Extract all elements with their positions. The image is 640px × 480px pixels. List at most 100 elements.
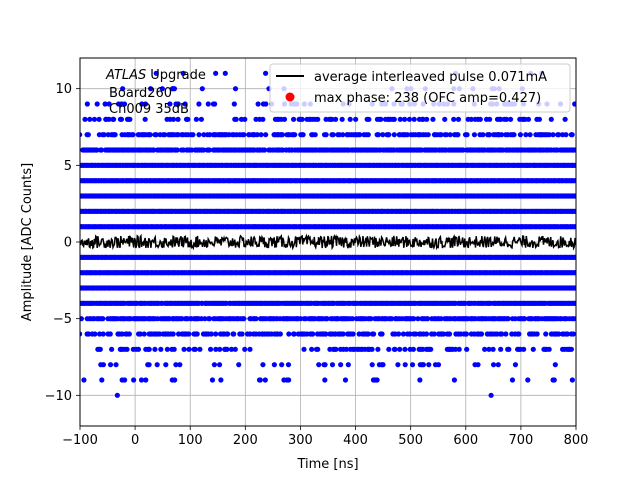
sample-point bbox=[242, 346, 248, 352]
sample-point bbox=[162, 132, 168, 138]
sample-point bbox=[118, 116, 125, 122]
sample-point bbox=[285, 362, 292, 368]
sample-point bbox=[569, 132, 575, 138]
sample-point bbox=[171, 346, 177, 352]
sample-point bbox=[279, 362, 285, 368]
sample-point bbox=[498, 116, 504, 122]
sample-point bbox=[380, 362, 386, 368]
sample-point bbox=[477, 116, 483, 122]
sample-point bbox=[186, 346, 192, 352]
sample-point bbox=[197, 346, 203, 352]
sample-point bbox=[333, 346, 339, 352]
sample-point bbox=[113, 362, 119, 368]
sample-point bbox=[158, 346, 164, 352]
sample-point bbox=[159, 86, 165, 92]
sample-point bbox=[106, 116, 112, 122]
sample-point bbox=[192, 346, 198, 352]
sample-point bbox=[205, 101, 211, 107]
sample-point bbox=[231, 101, 237, 107]
sample-point bbox=[236, 362, 242, 368]
sample-point bbox=[562, 116, 568, 122]
sample-point bbox=[572, 101, 576, 107]
sample-point bbox=[357, 132, 363, 138]
sample-point bbox=[371, 331, 377, 337]
sample-point bbox=[201, 132, 207, 138]
sample-point bbox=[516, 331, 522, 337]
sample-point bbox=[487, 116, 493, 122]
sample-point bbox=[499, 132, 505, 138]
sample-point bbox=[556, 132, 562, 138]
sample-point bbox=[428, 346, 434, 352]
sample-point bbox=[365, 132, 371, 138]
sample-point bbox=[395, 362, 401, 368]
sample-point bbox=[534, 331, 540, 337]
sample-point bbox=[486, 132, 493, 138]
sample-point bbox=[87, 116, 93, 122]
sample-point bbox=[498, 346, 504, 352]
sample-point bbox=[455, 116, 462, 122]
sample-point bbox=[310, 331, 316, 337]
sample-point bbox=[97, 346, 103, 352]
sample-point bbox=[82, 116, 88, 122]
sample-point bbox=[460, 147, 466, 153]
sample-point bbox=[426, 362, 432, 368]
sample-point bbox=[530, 346, 536, 352]
sample-point bbox=[85, 132, 91, 138]
sample-point bbox=[392, 346, 398, 352]
sample-point bbox=[423, 331, 430, 337]
sample-point bbox=[506, 346, 512, 352]
sample-point bbox=[517, 132, 524, 138]
sample-point bbox=[96, 116, 102, 122]
sample-point bbox=[253, 316, 259, 322]
sample-point bbox=[391, 116, 397, 122]
sample-point bbox=[193, 116, 200, 122]
sample-point bbox=[153, 70, 159, 76]
sample-point bbox=[147, 132, 153, 138]
sample-point bbox=[163, 362, 169, 368]
sample-point bbox=[281, 116, 288, 122]
sample-point bbox=[217, 346, 223, 352]
sample-point bbox=[279, 132, 285, 138]
sample-point bbox=[84, 101, 90, 107]
sample-point bbox=[164, 346, 170, 352]
sample-point bbox=[175, 116, 181, 122]
sample-point bbox=[402, 346, 408, 352]
sample-point bbox=[464, 132, 470, 138]
sample-point bbox=[478, 331, 485, 337]
sample-point bbox=[443, 132, 450, 138]
sample-point bbox=[121, 101, 128, 107]
sample-point bbox=[425, 132, 431, 138]
sample-point bbox=[94, 147, 100, 153]
sample-point bbox=[92, 331, 98, 337]
sample-point bbox=[410, 346, 416, 352]
sample-point bbox=[456, 346, 462, 352]
sample-point bbox=[329, 116, 335, 122]
sample-point bbox=[463, 331, 469, 337]
sample-point bbox=[386, 132, 392, 138]
sample-point bbox=[206, 147, 212, 153]
sample-point bbox=[127, 116, 133, 122]
sample-point bbox=[369, 362, 375, 368]
sample-point bbox=[330, 132, 336, 138]
sample-point bbox=[503, 116, 510, 122]
sample-point bbox=[468, 116, 474, 122]
sample-point bbox=[309, 346, 315, 352]
sample-point bbox=[233, 116, 239, 122]
sample-point bbox=[391, 132, 397, 138]
sample-point bbox=[146, 346, 152, 352]
sample-point bbox=[130, 132, 136, 138]
sample-point bbox=[521, 346, 527, 352]
sample-point bbox=[241, 316, 247, 322]
sample-point bbox=[286, 331, 292, 337]
sample-point bbox=[573, 193, 576, 199]
sample-point bbox=[154, 362, 160, 368]
sample-point bbox=[397, 346, 403, 352]
sample-point bbox=[254, 132, 260, 138]
sample-point bbox=[180, 70, 186, 76]
sample-point bbox=[200, 147, 207, 153]
sample-point bbox=[503, 331, 509, 337]
sample-point bbox=[224, 346, 230, 352]
sample-point bbox=[111, 116, 117, 122]
sample-point bbox=[94, 101, 100, 107]
sample-point bbox=[107, 362, 114, 368]
